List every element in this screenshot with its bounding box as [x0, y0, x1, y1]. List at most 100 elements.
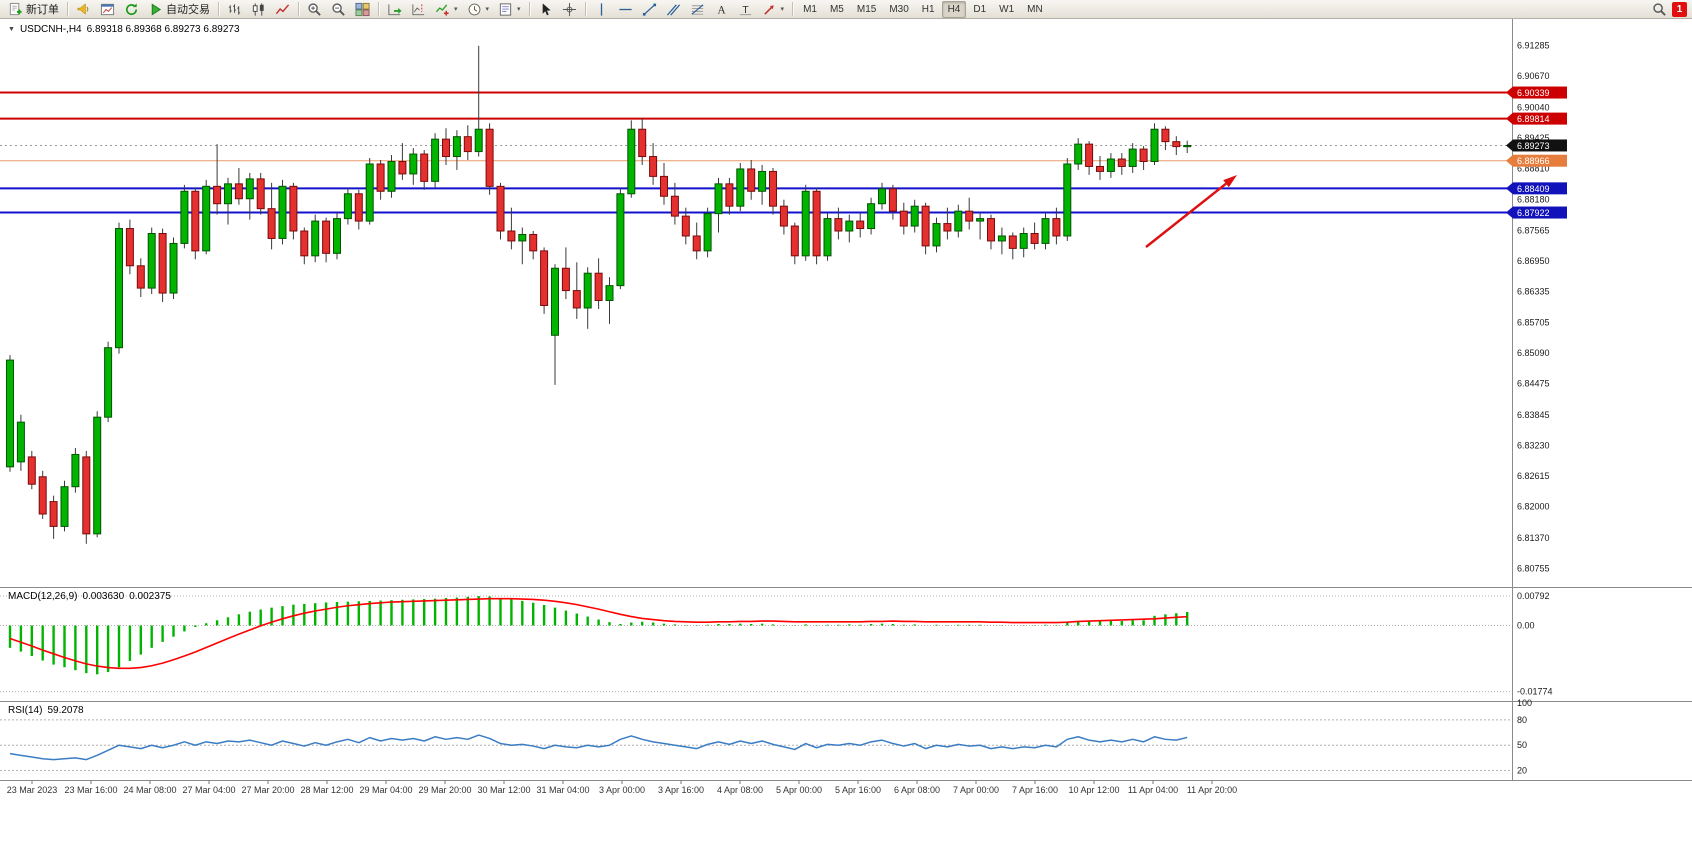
macd-title: MACD(12,26,9) [8, 591, 78, 602]
timeframe-H4[interactable]: H4 [941, 0, 967, 18]
hline-icon [618, 2, 633, 17]
svg-text:3 Apr 00:00: 3 Apr 00:00 [599, 785, 645, 795]
chart-shift-button[interactable] [407, 0, 430, 19]
svg-text:T: T [742, 4, 749, 15]
templates-icon [498, 2, 513, 17]
line-chart-button[interactable] [271, 0, 294, 19]
timeframe-M5[interactable]: M5 [829, 3, 844, 15]
timeframe-M1[interactable]: M1 [803, 3, 817, 15]
trend-arrow-annotation[interactable] [1145, 175, 1237, 248]
timeframe-M15[interactable]: M15 [856, 3, 877, 15]
trendline-button[interactable] [638, 0, 661, 19]
svg-text:6.88810: 6.88810 [1517, 163, 1550, 173]
tile-icon [355, 2, 370, 17]
refresh-button[interactable] [120, 0, 143, 19]
zoom-out-button[interactable] [327, 0, 350, 19]
svg-text:A: A [717, 4, 726, 16]
svg-text:11 Apr 20:00: 11 Apr 20:00 [1187, 785, 1237, 795]
text-icon: A [714, 2, 729, 17]
rsi-line [9, 734, 1188, 761]
svg-text:27 Mar 04:00: 27 Mar 04:00 [182, 785, 235, 795]
chart-symbol: USDCNH-,H4 [19, 24, 82, 35]
svg-text:6.83845: 6.83845 [1517, 410, 1550, 420]
arrows-button[interactable]: ▾ [758, 0, 789, 19]
price-badge-6.88966: 6.88966 [1506, 154, 1567, 167]
toolbar-separator [218, 2, 219, 16]
rsi-header: RSI(14) 59.2078 [8, 705, 89, 716]
svg-text:6.81370: 6.81370 [1517, 533, 1550, 543]
macd-header: MACD(12,26,9) 0.003630 0.002375 [8, 591, 176, 602]
svg-text:6.88966: 6.88966 [1517, 156, 1550, 166]
zoom-in-button[interactable] [303, 0, 326, 19]
bars-icon [227, 2, 242, 17]
price-badge-6.90339: 6.90339 [1506, 86, 1567, 99]
price-axis[interactable]: 6.91285 6.90670 6.90040 6.89425 6.88810 6.881… [1517, 41, 1550, 574]
svg-text:-0.01774: -0.01774 [1517, 687, 1553, 697]
auto-scroll-button[interactable] [383, 0, 406, 19]
svg-text:5 Apr 00:00: 5 Apr 00:00 [776, 785, 822, 795]
svg-text:29 Mar 20:00: 29 Mar 20:00 [418, 785, 471, 795]
svg-text:6.80755: 6.80755 [1517, 563, 1550, 573]
chevron-down-icon: ▾ [517, 6, 521, 13]
text-label-button[interactable]: T [734, 0, 757, 19]
zoom-out-icon [331, 2, 346, 17]
templates-button[interactable]: ▾ [494, 0, 525, 19]
svg-text:6.85090: 6.85090 [1517, 348, 1550, 358]
new-order-icon [8, 2, 23, 17]
timeframe-H1[interactable]: H1 [921, 3, 935, 15]
timeframe-W1[interactable]: W1 [999, 3, 1015, 15]
svg-text:6.83230: 6.83230 [1517, 440, 1550, 450]
vertical-line-button[interactable] [590, 0, 613, 19]
candlestick-series [6, 45, 1192, 544]
refresh-icon [124, 2, 139, 17]
svg-text:6.89814: 6.89814 [1517, 114, 1550, 124]
toolbar-separator [528, 2, 530, 16]
chevron-down-icon: ▾ [454, 6, 458, 13]
label-icon: T [738, 2, 753, 17]
rsi-value: 59.2078 [47, 705, 84, 716]
megaphone-icon [76, 2, 91, 17]
candlestick-chart-button[interactable] [247, 0, 270, 19]
equidistant-channel-button[interactable] [662, 0, 685, 19]
svg-text:27 Mar 20:00: 27 Mar 20:00 [241, 785, 294, 795]
chevron-down-icon: ▾ [780, 6, 785, 13]
cursor-button[interactable] [534, 0, 557, 19]
tile-windows-button[interactable] [351, 0, 374, 19]
text-button[interactable]: A [710, 0, 733, 19]
svg-text:10 Apr 12:00: 10 Apr 12:00 [1068, 785, 1119, 795]
crosshair-button[interactable] [558, 0, 581, 19]
svg-text:6.84475: 6.84475 [1517, 379, 1550, 389]
svg-text:50: 50 [1517, 740, 1527, 750]
notification-badge[interactable]: 1 [1672, 1, 1687, 17]
new-order-button[interactable]: 新订单 [4, 0, 63, 19]
svg-text:6.90339: 6.90339 [1517, 88, 1550, 98]
svg-text:6.90670: 6.90670 [1517, 71, 1550, 81]
bar-chart-button[interactable] [223, 0, 246, 19]
autotrading-button[interactable]: 自动交易 [144, 0, 214, 19]
vline-icon [594, 2, 609, 17]
svg-text:28 Mar 12:00: 28 Mar 12:00 [300, 785, 353, 795]
svg-text:6.88409: 6.88409 [1517, 184, 1550, 194]
autoscroll-icon [387, 2, 402, 17]
chart-collapse-icon[interactable]: ▼ [8, 26, 15, 33]
timeframe-M30[interactable]: M30 [889, 3, 909, 15]
search-button[interactable] [1648, 0, 1671, 19]
svg-text:6.82615: 6.82615 [1517, 471, 1550, 481]
indicators-button[interactable]: ▾ [431, 0, 462, 19]
svg-text:6.89273: 6.89273 [1517, 141, 1550, 151]
timeframe-D1[interactable]: D1 [973, 3, 987, 15]
periods-button[interactable]: ▾ [463, 0, 494, 19]
svg-text:7 Apr 16:00: 7 Apr 16:00 [1012, 785, 1058, 795]
alerts-button[interactable] [72, 0, 95, 19]
svg-text:0.00792: 0.00792 [1517, 591, 1550, 601]
svg-text:6.91285: 6.91285 [1517, 41, 1550, 51]
svg-text:11 Apr 04:00: 11 Apr 04:00 [1128, 785, 1178, 795]
chart-window-button[interactable] [96, 0, 119, 19]
rsi-title: RSI(14) [8, 705, 43, 716]
timeframe-MN[interactable]: MN [1027, 3, 1043, 15]
horizontal-line-button[interactable] [614, 0, 637, 19]
time-axis[interactable]: 23 Mar 2023 23 Mar 16:00 24 Mar 08:00 27 Ma… [7, 781, 1237, 795]
fibonacci-button[interactable] [686, 0, 709, 19]
